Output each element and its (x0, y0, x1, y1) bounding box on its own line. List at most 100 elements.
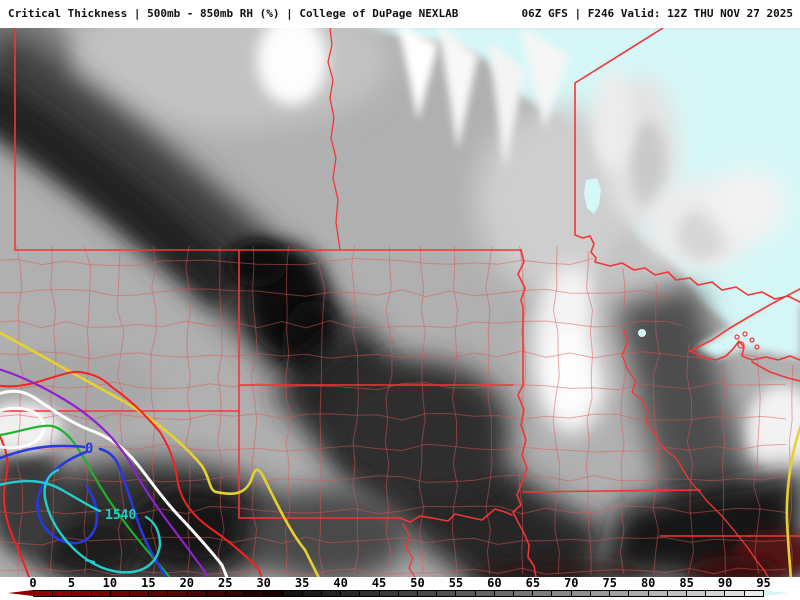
colorbar-tick-label: 35 (294, 576, 310, 590)
lake-superior-south-shore (689, 340, 800, 361)
colorbar: 0 5 10 15 20 25 30 35 40 45 50 55 60 65 70 75 80 85 90 95 (0, 577, 800, 600)
colorbar-body (33, 590, 764, 597)
county-border-line (0, 536, 787, 546)
colorbar-tick-label: 80 (640, 576, 656, 590)
rh-shading-field (0, 28, 800, 577)
map-area: 0 1540 (0, 28, 800, 577)
title-bar: Critical Thickness | 500mb - 850mb RH (%… (0, 0, 800, 28)
colorbar-segment (53, 591, 73, 596)
white-plume (708, 170, 788, 240)
model-run-valid-time: 06Z GFS | F246 Valid: 12Z THU NOV 27 202… (521, 7, 793, 20)
colorbar-segment (226, 591, 246, 596)
lake-superior (696, 286, 800, 358)
county-border-line (0, 350, 787, 360)
colorbar-tick-label: 0 (29, 576, 37, 590)
colorbar-segment (629, 591, 649, 596)
county-border-line (0, 443, 787, 453)
colorbar-segment (475, 591, 495, 596)
state-border (238, 508, 513, 523)
contour-line-yellow (0, 331, 320, 577)
dark-area (330, 360, 510, 500)
dark-blob (40, 520, 140, 576)
colorbar-tick-label: 50 (410, 576, 425, 590)
canada-border (574, 28, 800, 303)
county-border-line (485, 245, 493, 575)
contour-label-zero: 0 (85, 441, 93, 457)
colorbar-segment (398, 591, 419, 596)
county-border-line (0, 474, 787, 484)
state-border-wisconsin-michigan (751, 361, 800, 382)
contour-ring-white (0, 406, 46, 450)
colorbar-segment (725, 591, 745, 596)
colorbar-segment (571, 591, 591, 596)
thickness-contours-layer: 0 1540 (0, 331, 800, 577)
river-mississippi (621, 329, 769, 577)
contour-line-red-west (0, 433, 31, 577)
colorbar-segment (245, 591, 265, 596)
state-borders-layer (0, 28, 800, 577)
contour-line-red (0, 370, 263, 577)
colorbar-segment (110, 591, 131, 596)
county-border-line (0, 320, 787, 329)
colorbar-segment (130, 591, 150, 596)
colorbar-tick-label: 45 (371, 576, 387, 590)
lake-mille-lacs (638, 329, 646, 337)
county-border-line (451, 245, 459, 575)
colorbar-segment (648, 591, 668, 596)
county-border-line (0, 505, 787, 515)
contour-line-green (0, 424, 171, 577)
white-plume (257, 28, 327, 105)
colorbar-tick-label: 30 (256, 576, 271, 590)
county-border-line (585, 245, 594, 574)
white-plume-spike (520, 28, 568, 130)
contour-line-yellow-east (785, 424, 800, 577)
dark-blob (228, 239, 288, 287)
colorbar-segment (494, 591, 515, 596)
colorbar-right-arrow (764, 590, 788, 596)
county-border-line (0, 381, 787, 391)
apostle-islands (734, 331, 760, 350)
colorbar-tick-label: 85 (679, 576, 694, 590)
colorbar-segment (34, 591, 54, 596)
colorbar-segment (91, 591, 111, 596)
colorbar-left-arrow (8, 590, 33, 596)
gray-plume (592, 70, 632, 170)
county-border-line (217, 245, 225, 575)
state-border (522, 489, 701, 493)
gray-plume-core (630, 120, 666, 210)
contour-dash-cyan (84, 558, 96, 564)
colorbar-segment (187, 591, 207, 596)
colorbar-segment (302, 591, 323, 596)
colorbar-segment (168, 591, 188, 596)
colorbar-segment (610, 591, 630, 596)
contour-label-1540: 1540 (105, 508, 136, 523)
colorbar-tick-label: 90 (717, 576, 733, 590)
contour-line-blue (0, 444, 168, 577)
product-title: Critical Thickness | 500mb - 850mb RH (%… (8, 7, 459, 20)
river-missouri (402, 523, 416, 577)
colorbar-segment (667, 591, 687, 596)
colorbar-segment (149, 591, 169, 596)
county-border-line (284, 245, 292, 575)
colorbar-tick-label: 40 (333, 576, 348, 590)
colorbar-segment (552, 591, 572, 596)
colorbar-segment (206, 591, 227, 596)
lake-superior-north-shore (689, 288, 800, 352)
county-border-line (318, 245, 326, 575)
white-plume-spike (438, 28, 478, 150)
colorbar-tick-label: 20 (179, 576, 195, 590)
county-border-line (384, 245, 393, 575)
white-plume-spike (398, 28, 438, 120)
colorbar-segment (72, 591, 92, 596)
colorbar-tick-label: 95 (756, 576, 771, 590)
colorbar-segment (744, 591, 763, 596)
map-canvas: 0 1540 (0, 28, 800, 577)
colorbar-tick-label: 70 (564, 576, 579, 590)
colorbar-tick-label: 15 (141, 576, 156, 590)
contour-line-purple (0, 368, 209, 577)
colorbar-segment (341, 591, 361, 596)
white-plume-spike (488, 40, 525, 170)
river-red-river (327, 28, 341, 251)
county-border-line (418, 245, 426, 575)
